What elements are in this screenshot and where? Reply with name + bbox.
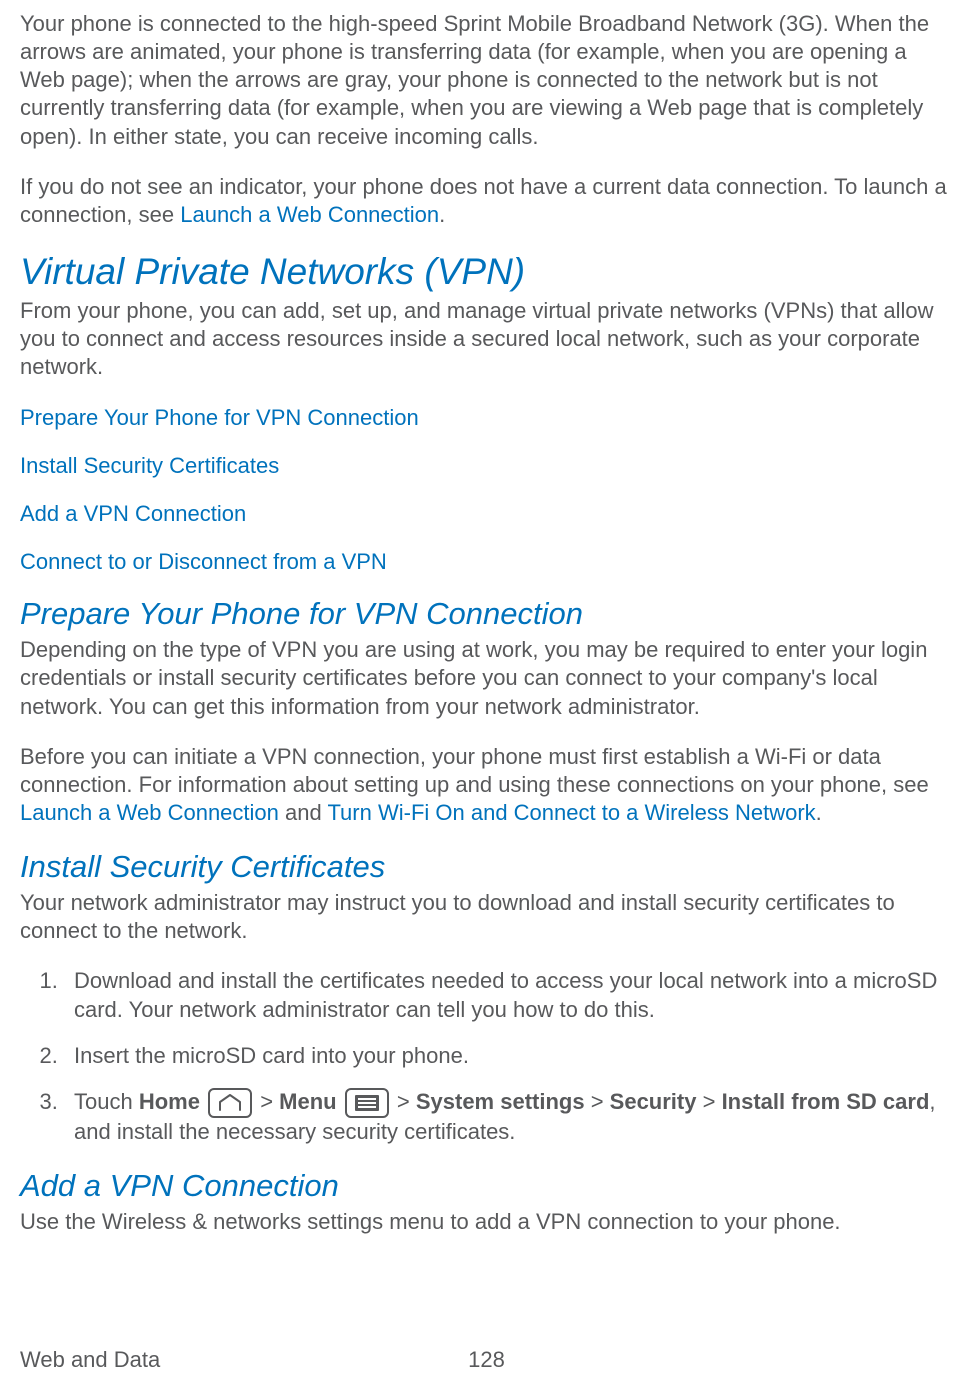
heading-install-certs: Install Security Certificates: [20, 849, 953, 885]
text-fragment: >: [585, 1089, 610, 1114]
text-fragment: .: [439, 202, 445, 227]
footer-section-name: Web and Data: [20, 1347, 160, 1373]
paragraph-no-indicator: If you do not see an indicator, your pho…: [20, 173, 953, 229]
heading-add-vpn: Add a VPN Connection: [20, 1168, 953, 1204]
text-fragment: If you do not see an indicator, your pho…: [20, 174, 947, 227]
link-prepare-phone-vpn[interactable]: Prepare Your Phone for VPN Connection: [20, 404, 953, 432]
link-connect-disconnect-vpn[interactable]: Connect to or Disconnect from a VPN: [20, 548, 953, 576]
link-launch-web-connection-2[interactable]: Launch a Web Connection: [20, 800, 279, 825]
footer-page-number: 128: [468, 1347, 505, 1373]
step-2: Insert the microSD card into your phone.: [64, 1042, 953, 1070]
link-launch-web-connection[interactable]: Launch a Web Connection: [180, 202, 439, 227]
step-3: Touch Home > Menu > System settings > Se…: [64, 1088, 953, 1146]
paragraph-prepare-phone: Depending on the type of VPN you are usi…: [20, 636, 953, 720]
paragraph-add-vpn: Use the Wireless & networks settings men…: [20, 1208, 953, 1236]
link-install-security-certs[interactable]: Install Security Certificates: [20, 452, 953, 480]
paragraph-install-certs: Your network administrator may instruct …: [20, 889, 953, 945]
link-turn-wifi-on[interactable]: Turn Wi-Fi On and Connect to a Wireless …: [327, 800, 815, 825]
steps-install-certs: Download and install the certificates ne…: [20, 967, 953, 1146]
paragraph-before-vpn: Before you can initiate a VPN connection…: [20, 743, 953, 827]
text-fragment: .: [816, 800, 822, 825]
heading-vpn: Virtual Private Networks (VPN): [20, 251, 953, 293]
text-fragment: >: [696, 1089, 721, 1114]
label-system-settings: System settings: [416, 1089, 585, 1114]
label-menu: Menu: [279, 1089, 336, 1114]
paragraph-3g-intro: Your phone is connected to the high-spee…: [20, 10, 953, 151]
text-fragment: Before you can initiate a VPN connection…: [20, 744, 929, 797]
label-security: Security: [610, 1089, 697, 1114]
home-key-icon: [208, 1088, 252, 1118]
label-install-from-sd: Install from SD card: [722, 1089, 930, 1114]
text-fragment: and: [279, 800, 328, 825]
menu-key-icon: [345, 1088, 389, 1118]
label-home: Home: [139, 1089, 200, 1114]
text-fragment: >: [260, 1089, 279, 1114]
text-fragment: >: [397, 1089, 416, 1114]
heading-prepare-phone: Prepare Your Phone for VPN Connection: [20, 596, 953, 632]
page-root: Your phone is connected to the high-spee…: [0, 0, 973, 1391]
page-footer: Web and Data 128: [20, 1347, 953, 1373]
link-add-vpn-connection[interactable]: Add a VPN Connection: [20, 500, 953, 528]
step-1: Download and install the certificates ne…: [64, 967, 953, 1023]
paragraph-vpn-intro: From your phone, you can add, set up, an…: [20, 297, 953, 381]
text-fragment: Touch: [74, 1089, 139, 1114]
